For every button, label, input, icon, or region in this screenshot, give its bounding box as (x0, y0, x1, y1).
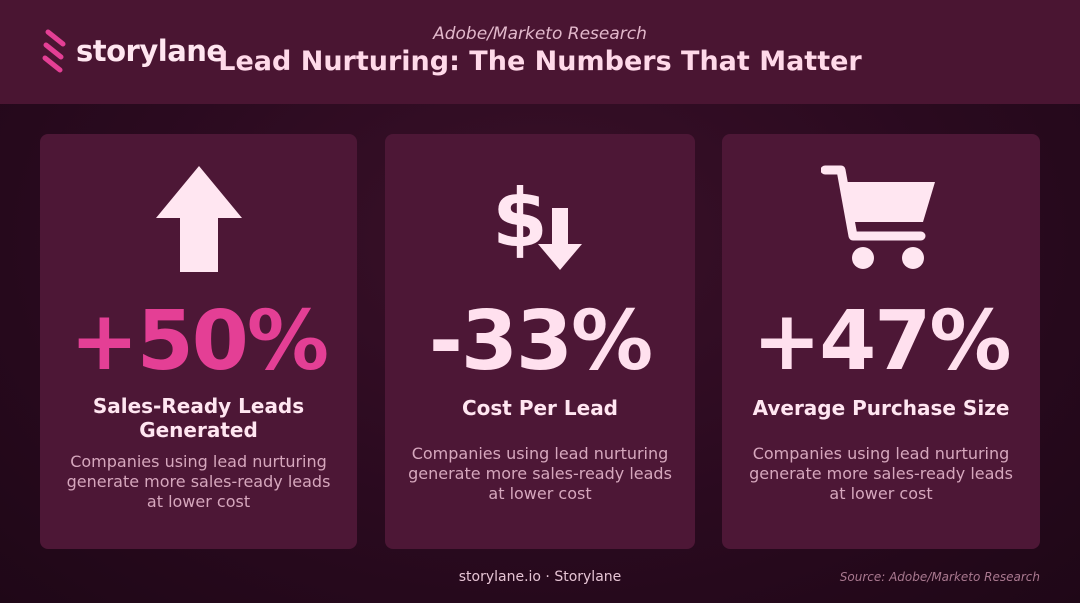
stat-card-sales-ready-leads: +50% Sales-Ready Leads Generated Compani… (40, 134, 357, 549)
dollar-down-icon: $ (492, 172, 582, 270)
stat-value: -33% (428, 294, 653, 389)
stat-value: +50% (70, 294, 329, 389)
header-eyebrow: Adobe/Marketo Research (433, 24, 647, 44)
header-bar: storylane Adobe/Marketo Research Lead Nu… (0, 0, 1080, 104)
stat-value: +47% (752, 294, 1012, 389)
stat-description: Companies using lead nurturing generate … (749, 444, 1013, 503)
stat-description: Companies using lead nurturing generate … (408, 444, 672, 503)
stat-description: Companies using lead nurturing generate … (66, 452, 331, 511)
stat-card-cost-per-lead: $ -33% Cost Per Lead Companies using lea… (385, 134, 695, 549)
stat-label: Cost Per Lead (461, 396, 618, 420)
logo-text: storylane (76, 34, 226, 68)
footer-brand-text[interactable]: storylane.io · Storylane (458, 569, 622, 585)
stat-card-average-purchase-size: +47% Average Purchase Size Companies usi… (722, 134, 1040, 549)
page-title: Lead Nurturing: The Numbers That Matter (218, 46, 862, 77)
storylane-logo[interactable]: storylane (40, 28, 226, 74)
footer-source: Source: Adobe/Marketo Research (839, 570, 1040, 584)
stat-label: Sales-Ready Leads Generated (92, 394, 305, 442)
stat-label: Average Purchase Size (752, 396, 1010, 420)
svg-text:$: $ (492, 172, 548, 265)
arrow-up-icon (155, 166, 242, 272)
shopping-cart-icon (821, 165, 935, 269)
storylane-logo-icon (42, 29, 66, 73)
